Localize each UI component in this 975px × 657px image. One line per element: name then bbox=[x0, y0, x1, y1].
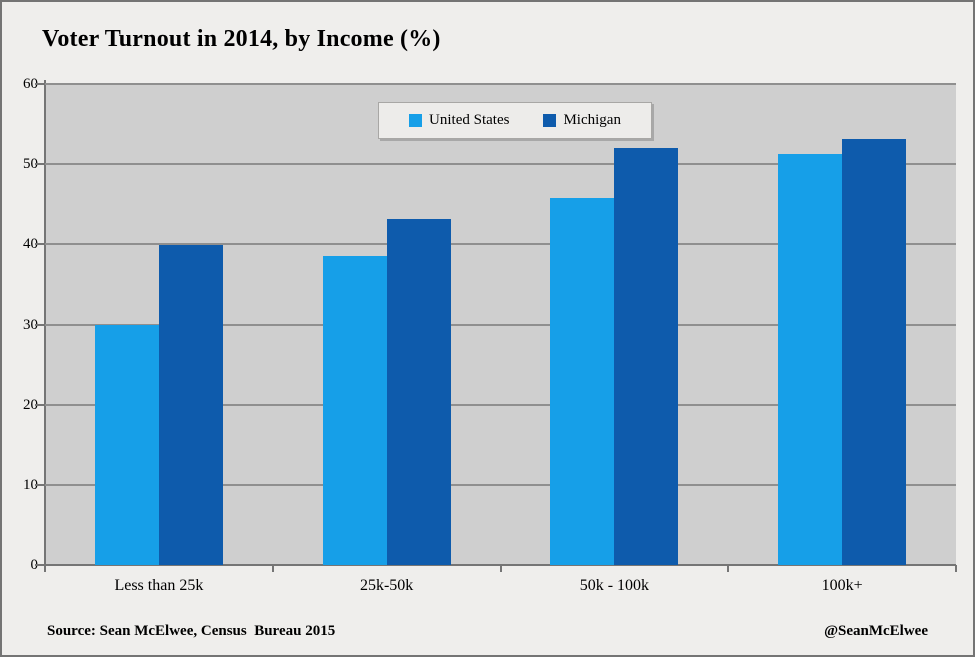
x-axis-tick-2 bbox=[499, 565, 502, 572]
chart-title: Voter Turnout in 2014, by Income (%) bbox=[42, 26, 441, 52]
y-axis-tick-30 bbox=[35, 323, 45, 326]
y-axis-label-60: 60 bbox=[23, 76, 38, 92]
y-axis-tick-50 bbox=[35, 163, 45, 166]
bar-michigan-1 bbox=[386, 219, 451, 565]
y-axis-label-50: 50 bbox=[23, 156, 38, 173]
legend-swatch-united-states-icon bbox=[409, 114, 423, 127]
bar-michigan-0 bbox=[158, 245, 223, 565]
legend: United States Michigan bbox=[378, 102, 652, 139]
legend-label-united-states: United States bbox=[429, 112, 510, 128]
y-axis-tick-60 bbox=[35, 83, 45, 85]
gridline-60 bbox=[45, 83, 956, 85]
gridline-30 bbox=[45, 323, 956, 326]
footer-source-credit: Source: Sean McElwee, Census Bureau 2015 bbox=[47, 623, 336, 639]
y-axis-tick-0 bbox=[35, 564, 45, 566]
y-axis-label-40: 40 bbox=[23, 236, 38, 253]
gridline-20 bbox=[45, 403, 956, 406]
bar-united-states-1 bbox=[322, 256, 387, 565]
footer-twitter-handle: @SeanMcElwee bbox=[824, 623, 928, 639]
bar-united-states-2 bbox=[550, 197, 615, 565]
bar-michigan-2 bbox=[614, 148, 679, 565]
gridline-50 bbox=[45, 163, 956, 166]
y-axis-tick-10 bbox=[35, 483, 45, 486]
y-axis-line bbox=[44, 80, 46, 572]
y-axis-label-0: 0 bbox=[6, 556, 39, 574]
bar-united-states-3 bbox=[778, 153, 843, 565]
y-axis-tick-20 bbox=[35, 403, 45, 406]
y-axis-label-30: 30 bbox=[23, 316, 38, 333]
x-axis-tick-1 bbox=[271, 565, 274, 572]
y-axis-tick-40 bbox=[35, 243, 45, 246]
bar-united-states-0 bbox=[94, 325, 159, 565]
legend-label-michigan: Michigan bbox=[563, 112, 621, 128]
x-axis-label-2: 50k - 100k bbox=[579, 577, 650, 594]
x-axis-label-1: 25k-50k bbox=[359, 577, 414, 594]
x-axis-tick-3 bbox=[727, 565, 730, 572]
gridline-40 bbox=[45, 243, 956, 246]
legend-item-united-states: United States bbox=[409, 112, 509, 129]
y-axis-label-20: 20 bbox=[23, 396, 38, 413]
y-axis-label-10: 10 bbox=[23, 476, 38, 493]
legend-item-michigan: Michigan bbox=[543, 112, 621, 129]
x-axis-tick-0 bbox=[44, 565, 46, 572]
bar-michigan-3 bbox=[842, 139, 907, 565]
x-axis-tick-4 bbox=[955, 565, 957, 572]
x-axis-label-0: Less than 25k bbox=[114, 577, 204, 594]
gridline-10 bbox=[45, 483, 956, 486]
legend-swatch-michigan-icon bbox=[543, 114, 557, 127]
x-axis-label-3: 100k+ bbox=[821, 577, 863, 594]
